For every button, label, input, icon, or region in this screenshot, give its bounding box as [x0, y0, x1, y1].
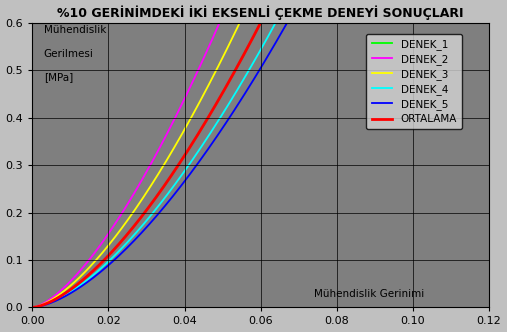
DENEK_2	[29, 305, 35, 309]
DENEK_4	[262, 40, 268, 43]
ORTALAMA	[255, 27, 261, 31]
Line: DENEK_4: DENEK_4	[32, 0, 413, 307]
DENEK_2	[30, 305, 37, 309]
DENEK_4	[30, 305, 37, 309]
Title: %10 GERİNİMDEKİ İKİ EKSENLİ ÇEKME DENEYİ SONUÇLARI: %10 GERİNİMDEKİ İKİ EKSENLİ ÇEKME DENEYİ…	[57, 6, 464, 20]
ORTALAMA	[29, 305, 35, 309]
DENEK_5	[262, 58, 268, 62]
DENEK_3	[30, 305, 37, 309]
Legend: DENEK_1, DENEK_2, DENEK_3, DENEK_4, DENEK_5, ORTALAMA: DENEK_1, DENEK_2, DENEK_3, DENEK_4, DENE…	[367, 34, 462, 129]
Line: DENEK_2: DENEK_2	[32, 0, 413, 307]
DENEK_1	[255, 27, 261, 31]
Line: DENEK_1: DENEK_1	[32, 0, 413, 307]
Line: ORTALAMA: ORTALAMA	[32, 0, 413, 307]
DENEK_1	[29, 305, 35, 309]
Text: Mühendislik Gerinimi: Mühendislik Gerinimi	[314, 289, 424, 299]
Text: Mühendislik: Mühendislik	[44, 25, 106, 35]
DENEK_5	[30, 305, 37, 309]
ORTALAMA	[30, 305, 37, 309]
DENEK_5	[256, 69, 262, 73]
ORTALAMA	[256, 24, 262, 28]
ORTALAMA	[262, 12, 268, 16]
DENEK_4	[29, 305, 35, 309]
Text: [MPa]: [MPa]	[44, 72, 73, 83]
DENEK_4	[255, 53, 261, 57]
Line: DENEK_3: DENEK_3	[32, 0, 413, 307]
DENEK_3	[29, 305, 35, 309]
DENEK_5	[255, 71, 261, 75]
Line: DENEK_5: DENEK_5	[32, 0, 413, 307]
DENEK_5	[29, 305, 35, 309]
DENEK_1	[256, 24, 262, 28]
Text: Gerilmesi: Gerilmesi	[44, 49, 94, 59]
DENEK_1	[30, 305, 37, 309]
DENEK_1	[262, 12, 268, 16]
DENEK_4	[256, 51, 262, 55]
